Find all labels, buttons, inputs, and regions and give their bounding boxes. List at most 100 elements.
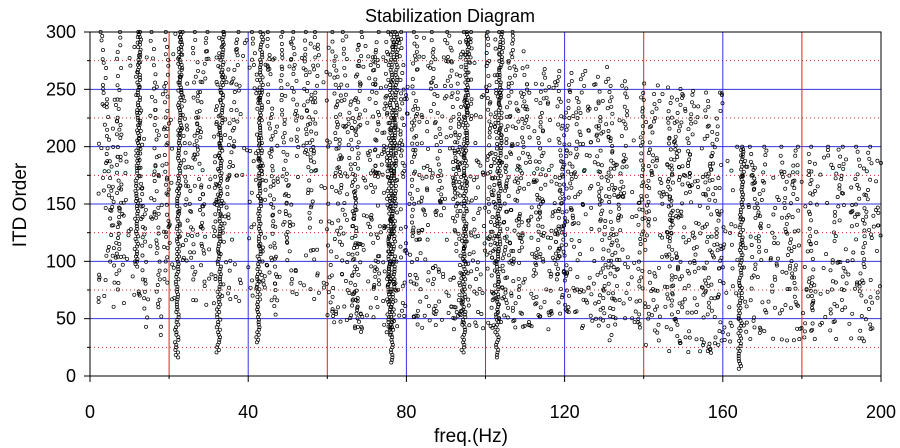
scatter-pole [787, 287, 792, 292]
pole-track-point [114, 56, 119, 61]
scatter-pole [716, 342, 721, 347]
stable-pole [175, 224, 180, 229]
pole-track-point [307, 210, 312, 215]
pole-track-point [134, 74, 138, 79]
pole-track-point [610, 111, 615, 116]
scatter-pole [345, 174, 350, 179]
pole-track-point [521, 144, 526, 149]
scatter-pole [569, 207, 574, 212]
stable-pole [390, 249, 395, 254]
stable-pole [391, 206, 396, 211]
stable-pole [176, 262, 181, 267]
stable-pole [137, 133, 142, 138]
scatter-pole [729, 323, 734, 328]
stable-pole [257, 110, 262, 115]
pole-track-point [332, 91, 337, 96]
scatter-pole [324, 281, 329, 286]
scatter-pole [176, 88, 181, 93]
pole-track-point [408, 191, 413, 196]
pole-track-point [640, 216, 645, 221]
scatter-pole [378, 230, 383, 235]
scatter-pole [612, 193, 617, 198]
pole-track-point [866, 150, 871, 155]
scatter-pole [260, 259, 265, 264]
pole-track-point [673, 143, 678, 148]
scatter-pole [491, 157, 496, 162]
scatter-pole [444, 237, 449, 242]
stable-pole [175, 204, 180, 209]
scatter-pole [665, 292, 670, 297]
pole-track-point [195, 128, 200, 133]
scatter-pole [258, 96, 263, 100]
pole-track-point [651, 119, 656, 124]
pole-track-point [609, 243, 614, 247]
pole-track-point [400, 101, 405, 106]
pole-track-point [279, 98, 284, 103]
pole-track-point [216, 132, 221, 137]
pole-track-point [290, 277, 294, 282]
scatter-pole [353, 193, 357, 198]
scatter-pole [457, 292, 462, 297]
stable-pole [393, 188, 398, 193]
stable-pole [392, 133, 397, 138]
pole-track-point [540, 82, 545, 87]
stable-pole [254, 335, 259, 340]
scatter-pole [646, 223, 651, 228]
pole-track-point [164, 234, 169, 239]
pole-track-point [201, 212, 205, 217]
pole-track-point [119, 200, 124, 205]
pole-track-point [558, 148, 563, 153]
scatter-pole [104, 134, 109, 139]
stable-pole [462, 325, 467, 330]
pole-track-point [118, 43, 123, 48]
pole-track-point [490, 255, 494, 260]
scatter-pole [707, 197, 712, 202]
scatter-pole [709, 296, 714, 301]
pole-track-point [809, 248, 814, 253]
scatter-pole [267, 270, 272, 275]
pole-track-point [486, 43, 491, 48]
scatter-pole [541, 150, 546, 155]
stable-pole [134, 183, 138, 188]
scatter-pole [687, 237, 691, 242]
pole-track-point [294, 78, 299, 83]
pole-track-point [641, 167, 645, 172]
pole-track-point [162, 153, 167, 158]
scatter-pole [810, 306, 814, 310]
scatter-pole [589, 292, 594, 297]
pole-track-point [606, 76, 611, 81]
pole-track-point [459, 64, 464, 69]
scatter-pole [500, 285, 505, 290]
scatter-pole [566, 169, 571, 174]
stable-pole [461, 305, 466, 309]
stable-pole [497, 47, 502, 52]
pole-track-point [539, 154, 544, 158]
scatter-pole [667, 252, 672, 257]
scatter-pole [280, 67, 285, 71]
scatter-pole [361, 176, 366, 181]
scatter-pole [459, 152, 464, 157]
scatter-pole [271, 212, 276, 217]
pole-track-point [135, 35, 140, 40]
scatter-pole [592, 259, 597, 264]
pole-track-point [666, 184, 671, 189]
pole-track-point [220, 226, 225, 231]
x-tick-label: 200 [866, 402, 896, 422]
stable-pole [134, 199, 139, 203]
stable-pole [394, 90, 399, 95]
stable-pole [257, 120, 262, 125]
scatter-pole [106, 245, 111, 249]
scatter-pole [660, 92, 665, 97]
pole-track-point [500, 256, 505, 261]
stable-pole [137, 42, 142, 47]
stable-pole [497, 183, 502, 188]
pole-track-point [783, 186, 788, 191]
scatter-pole [237, 83, 242, 88]
pole-track-point [465, 88, 470, 93]
pole-track-point [306, 165, 311, 170]
scatter-pole [667, 165, 672, 170]
scatter-pole [326, 45, 331, 50]
stable-pole [177, 254, 181, 259]
pole-track-point [606, 265, 611, 270]
scatter-pole [254, 286, 259, 291]
